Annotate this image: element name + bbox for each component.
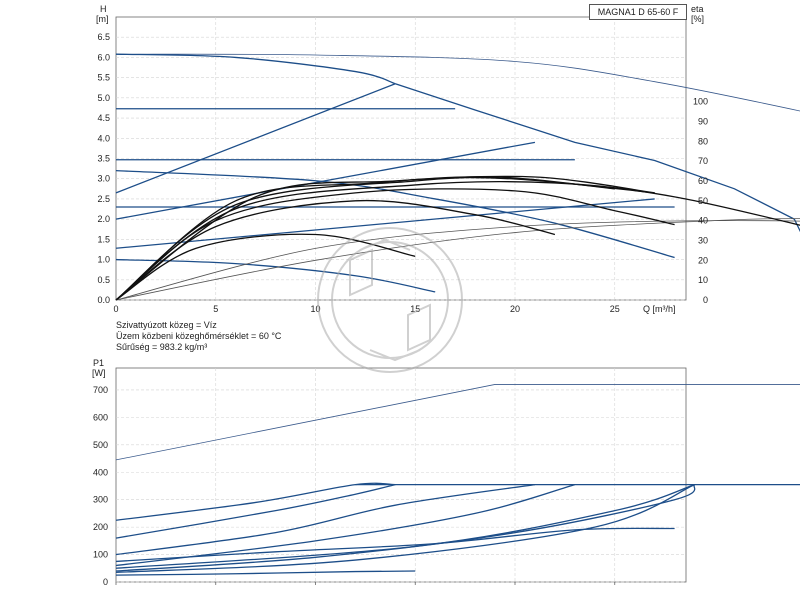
head-series-qh-max-single-0 <box>115 53 800 112</box>
power-tick-label: 200 <box>93 522 108 532</box>
head-series-qh-4 <box>115 258 436 293</box>
grundfos-watermark-logo <box>317 227 463 373</box>
power-axis-unit: [W] <box>92 368 106 378</box>
power-tick-label: 300 <box>93 495 108 505</box>
medium-line-3: Sűrűség = 983.2 kg/m³ <box>116 342 208 352</box>
power-series-p1-2 <box>115 483 396 539</box>
eta-tick-label: 60 <box>698 176 708 186</box>
head-series-pp-10 <box>115 198 655 249</box>
power-chart-frame <box>115 367 687 583</box>
head-tick-label: 6.5 <box>97 32 110 42</box>
power-chart-grid <box>115 367 687 583</box>
power-series-p1-6 <box>115 527 675 563</box>
head-series-qh-max-1 <box>115 53 396 85</box>
head-tick-label: 5.0 <box>97 93 110 103</box>
head-chart-series <box>115 53 800 301</box>
eta-axis-label: eta <box>691 4 704 14</box>
flow-axis-label: Q [m³/h] <box>643 304 676 314</box>
pump-model-label: MAGNA1 D 65-60 F <box>589 4 687 20</box>
flow-tick-label: 25 <box>610 304 620 314</box>
power-series-p1-7 <box>115 570 416 576</box>
eta-tick-label: 80 <box>698 136 708 146</box>
power-chart-series <box>115 384 800 576</box>
power-tick-label: 600 <box>93 412 108 422</box>
head-tick-label: 4.5 <box>97 113 110 123</box>
flow-tick-label: 20 <box>510 304 520 314</box>
eta-tick-label: 10 <box>698 275 708 285</box>
head-chart-grid <box>115 16 687 301</box>
head-tick-label: 3.5 <box>97 154 110 164</box>
power-tick-label: 500 <box>93 440 108 450</box>
eta-tick-label: 70 <box>698 156 708 166</box>
head-series-qh-3 <box>115 169 675 259</box>
eta-tick-label: 90 <box>698 116 708 126</box>
eta-tick-label: 50 <box>698 196 708 206</box>
power-tick-label: 100 <box>93 550 108 560</box>
eta-axis-unit: [%] <box>691 14 704 24</box>
power-series-p1-1 <box>115 482 396 521</box>
head-tick-label: 5.5 <box>97 73 110 83</box>
head-series-eta-16 <box>115 180 800 301</box>
flow-tick-label: 5 <box>213 304 218 314</box>
head-series-eta-19 <box>115 175 655 301</box>
head-series-eta-18 <box>115 176 615 301</box>
power-axis-label: P1 <box>93 358 104 368</box>
power-series-p1-max-single-0 <box>115 384 800 461</box>
power-series-p1-extra-9 <box>115 484 695 574</box>
medium-line-2: Üzem közbeni közeghőmérséklet = 60 °C <box>116 331 282 341</box>
head-tick-label: 2.5 <box>97 194 110 204</box>
head-tick-label: 1.0 <box>97 255 110 265</box>
power-tick-label: 400 <box>93 467 108 477</box>
head-tick-label: 0.5 <box>97 275 110 285</box>
head-series-pp-8 <box>115 83 396 194</box>
power-series-p1-extra-10 <box>115 483 695 569</box>
eta-tick-label: 30 <box>698 235 708 245</box>
eta-tick-label: 100 <box>693 97 708 107</box>
head-series-eta-14 <box>115 199 556 301</box>
head-tick-label: 2.0 <box>97 214 110 224</box>
flow-tick-label: 0 <box>113 304 118 314</box>
head-tick-label: 1.5 <box>97 234 110 244</box>
head-axis-label: H <box>100 4 107 14</box>
flow-tick-label: 10 <box>310 304 320 314</box>
head-tick-label: 0.0 <box>97 295 110 305</box>
power-series-p1-5 <box>115 484 696 572</box>
power-tick-label: 700 <box>93 385 108 395</box>
power-series-p1-3 <box>115 483 536 556</box>
eta-tick-label: 40 <box>698 216 708 226</box>
head-series-eta-single-11 <box>115 218 800 301</box>
flow-tick-label: 15 <box>410 304 420 314</box>
head-tick-label: 6.0 <box>97 52 110 62</box>
head-series-pp-9 <box>115 141 536 220</box>
head-series-limit-2 <box>395 83 800 233</box>
head-tick-label: 4.0 <box>97 133 110 143</box>
head-series-eta-twin-12 <box>115 220 800 301</box>
eta-tick-label: 20 <box>698 255 708 265</box>
power-tick-label: 0 <box>103 577 108 587</box>
medium-line-1: Szivattyúzott közeg = Víz <box>116 320 217 330</box>
head-chart-ticks: 0 5 10 15 20 25 0.0 0.5 1.0 1.5 2.0 2.5 3.0 3.5 4.0 4.5… <box>97 32 708 314</box>
power-chart-ticks: 0 100 200 300 400 500 600 700 <box>93 385 616 587</box>
eta-tick-label: 0 <box>703 295 708 305</box>
head-axis-unit: [m] <box>96 14 109 24</box>
head-tick-label: 3.0 <box>97 174 110 184</box>
